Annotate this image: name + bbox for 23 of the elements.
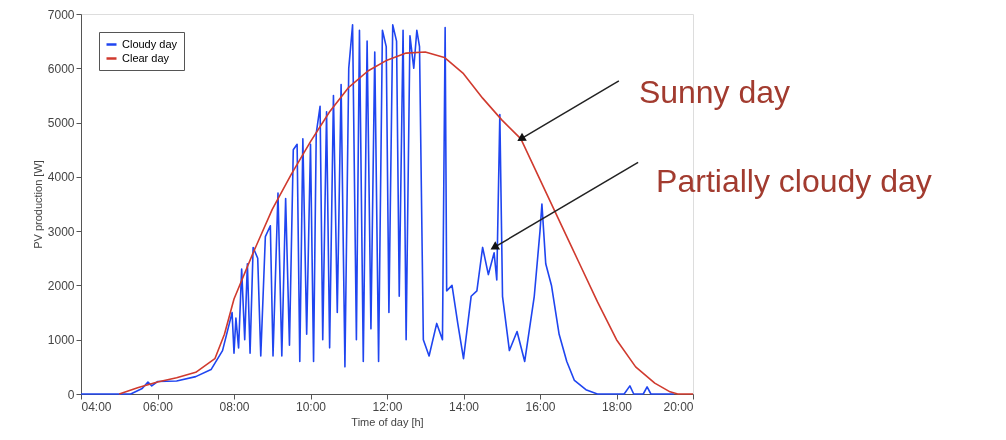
x-axis-title: Time of day [h] (351, 415, 424, 428)
legend-label: Cloudy day (122, 37, 178, 50)
annotation: Sunny day (638, 73, 791, 110)
x-tick-label: 20:00 (663, 399, 694, 414)
y-tick-label: 2000 (47, 278, 75, 293)
y-tick-label: 6000 (47, 61, 75, 76)
legend-label: Clear day (122, 51, 170, 64)
x-tick-label: 10:00 (295, 399, 327, 414)
y-tick-label: 5000 (47, 116, 75, 131)
x-tick-label: 06:00 (142, 399, 174, 414)
y-tick-label: 1000 (47, 333, 75, 348)
x-tick-label: 18:00 (601, 399, 633, 414)
x-tick-label: 08:00 (219, 399, 250, 414)
y-tick-label: 0 (67, 387, 75, 402)
x-tick-label: 04:00 (81, 399, 112, 414)
x-tick-label: 14:00 (448, 399, 480, 414)
y-tick-label: 4000 (47, 170, 75, 185)
annotation: Partially cloudy day (656, 163, 932, 200)
y-tick-label: 3000 (47, 224, 75, 239)
y-axis-title: PV production [W] (31, 160, 44, 249)
x-tick-label: 12:00 (372, 399, 403, 414)
x-tick-label: 16:00 (525, 399, 556, 414)
y-tick-label: 7000 (47, 7, 75, 22)
